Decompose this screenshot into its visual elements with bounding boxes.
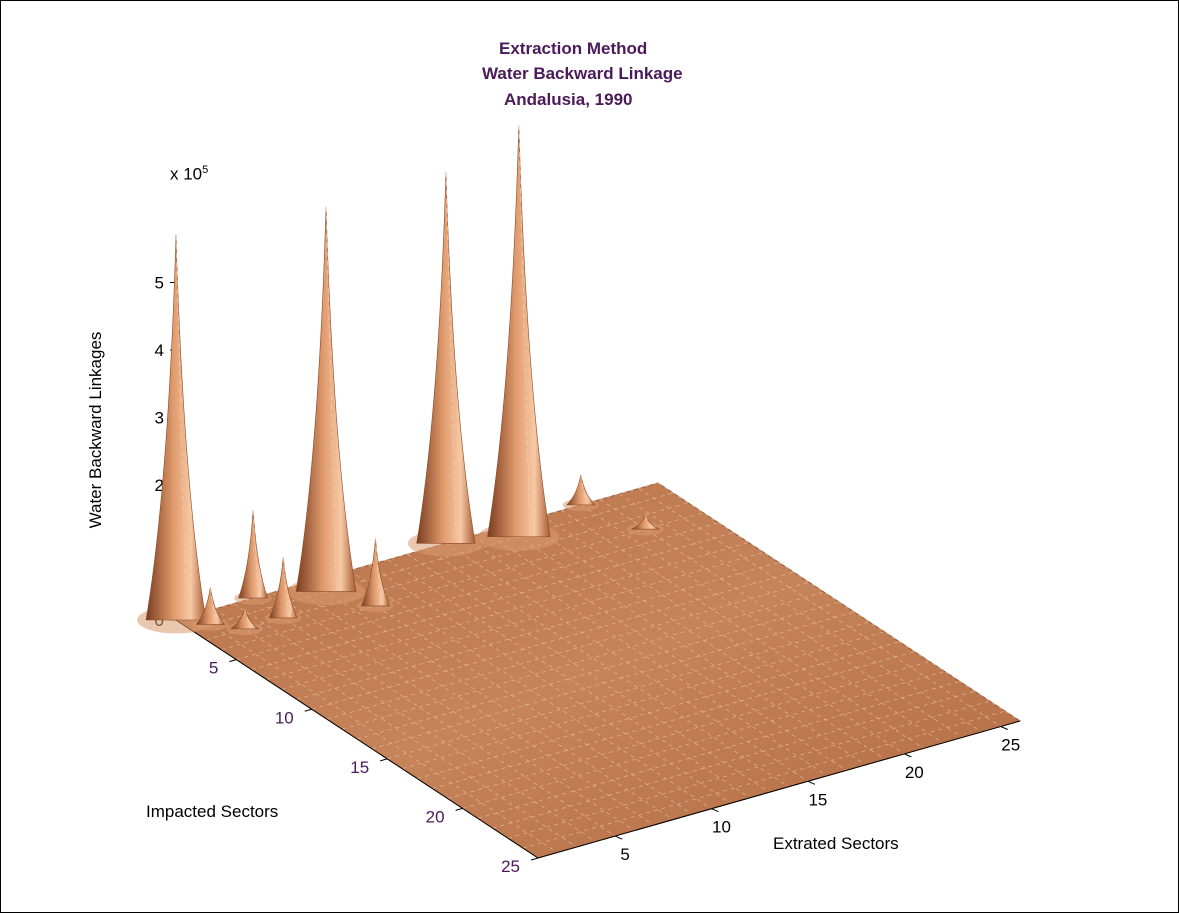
z-exponent-label: x 105: [170, 164, 208, 185]
chart-title-line-2: Water Backward Linkage: [482, 64, 683, 83]
z-axis-label: Water Backward Linkages: [86, 331, 105, 529]
z-exponent-power: 5: [202, 164, 209, 176]
z-exponent-base: x 10: [170, 164, 203, 184]
x-axis-label: Extrated Sectors: [773, 834, 899, 853]
chart-title-line-3: Andalusia, 1990: [504, 90, 633, 109]
y-axis-label: Impacted Sectors: [146, 802, 279, 821]
chart-title-line-1: Extraction Method: [499, 39, 648, 58]
